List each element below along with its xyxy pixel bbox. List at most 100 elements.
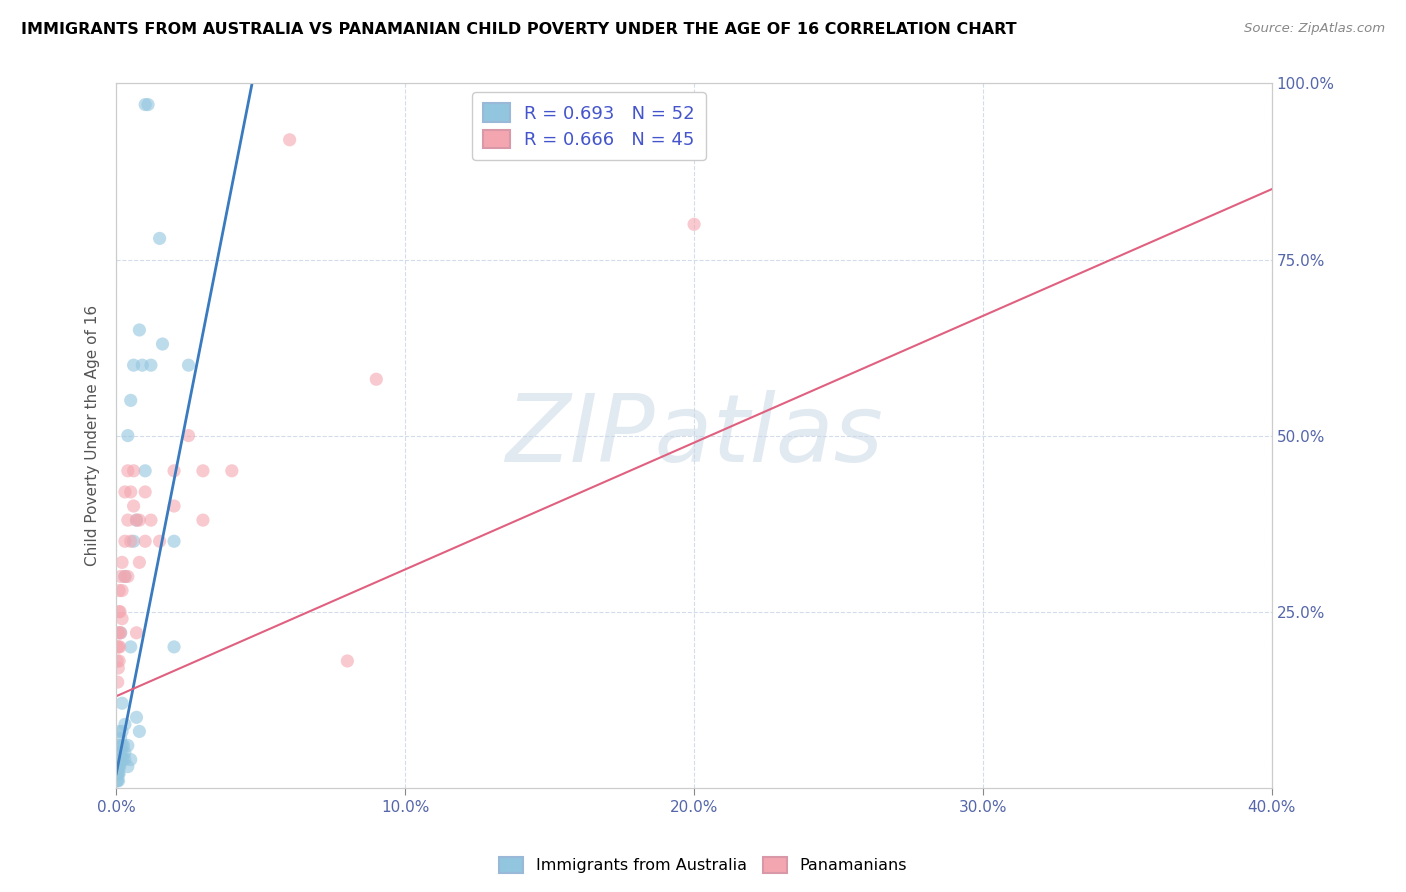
Point — [108, 739, 131, 753]
Point — [122, 534, 145, 549]
Point — [108, 759, 131, 773]
Point — [105, 766, 128, 780]
Point — [114, 753, 136, 767]
Point — [108, 753, 131, 767]
Point — [134, 464, 156, 478]
Point — [120, 485, 142, 500]
Point — [139, 513, 162, 527]
Point — [136, 97, 159, 112]
Point — [108, 625, 131, 640]
Point — [114, 534, 136, 549]
Point — [107, 625, 129, 640]
Point — [191, 513, 214, 527]
Point — [110, 569, 132, 583]
Point — [107, 640, 129, 654]
Point — [112, 739, 135, 753]
Point — [111, 746, 134, 760]
Point — [114, 717, 136, 731]
Point — [128, 513, 150, 527]
Point — [111, 724, 134, 739]
Point — [107, 661, 129, 675]
Point — [105, 773, 128, 788]
Point — [117, 428, 139, 442]
Point — [114, 485, 136, 500]
Point — [111, 739, 134, 753]
Point — [125, 710, 148, 724]
Point — [117, 739, 139, 753]
Point — [117, 569, 139, 583]
Point — [111, 612, 134, 626]
Point — [134, 534, 156, 549]
Point — [125, 513, 148, 527]
Point — [107, 640, 129, 654]
Point — [107, 746, 129, 760]
Point — [120, 534, 142, 549]
Point — [117, 464, 139, 478]
Point — [366, 372, 388, 386]
Point — [149, 231, 172, 245]
Point — [114, 569, 136, 583]
Point — [125, 513, 148, 527]
Point — [114, 746, 136, 760]
Point — [111, 753, 134, 767]
Point — [683, 217, 706, 231]
Text: Source: ZipAtlas.com: Source: ZipAtlas.com — [1244, 22, 1385, 36]
Point — [128, 724, 150, 739]
Point — [134, 485, 156, 500]
Point — [107, 773, 129, 788]
Point — [163, 464, 186, 478]
Point — [108, 759, 131, 773]
Legend: R = 0.693   N = 52, R = 0.666   N = 45: R = 0.693 N = 52, R = 0.666 N = 45 — [472, 93, 706, 160]
Point — [107, 675, 129, 690]
Point — [152, 337, 174, 351]
Point — [108, 605, 131, 619]
Point — [107, 773, 129, 788]
Point — [177, 358, 200, 372]
Point — [107, 759, 129, 773]
Point — [105, 759, 128, 773]
Point — [111, 696, 134, 710]
Point — [149, 534, 172, 549]
Point — [108, 605, 131, 619]
Point — [110, 731, 132, 746]
Point — [117, 759, 139, 773]
Point — [125, 625, 148, 640]
Point — [122, 358, 145, 372]
Y-axis label: Child Poverty Under the Age of 16: Child Poverty Under the Age of 16 — [86, 305, 100, 566]
Point — [110, 625, 132, 640]
Point — [105, 654, 128, 668]
Legend: Immigrants from Australia, Panamanians: Immigrants from Australia, Panamanians — [492, 850, 914, 880]
Point — [134, 97, 156, 112]
Point — [107, 766, 129, 780]
Point — [120, 753, 142, 767]
Point — [111, 555, 134, 569]
Point — [163, 640, 186, 654]
Point — [107, 753, 129, 767]
Point — [139, 358, 162, 372]
Point — [122, 499, 145, 513]
Point — [120, 393, 142, 408]
Point — [110, 753, 132, 767]
Point — [108, 654, 131, 668]
Point — [114, 569, 136, 583]
Point — [336, 654, 359, 668]
Text: IMMIGRANTS FROM AUSTRALIA VS PANAMANIAN CHILD POVERTY UNDER THE AGE OF 16 CORREL: IMMIGRANTS FROM AUSTRALIA VS PANAMANIAN … — [21, 22, 1017, 37]
Point — [131, 358, 153, 372]
Point — [117, 513, 139, 527]
Point — [108, 583, 131, 598]
Point — [128, 323, 150, 337]
Point — [177, 428, 200, 442]
Point — [278, 133, 301, 147]
Point — [221, 464, 243, 478]
Point — [110, 625, 132, 640]
Point — [108, 724, 131, 739]
Point — [191, 464, 214, 478]
Point — [108, 746, 131, 760]
Point — [108, 766, 131, 780]
Point — [107, 766, 129, 780]
Point — [120, 640, 142, 654]
Text: ZIPatlas: ZIPatlas — [505, 390, 883, 481]
Point — [163, 534, 186, 549]
Point — [122, 464, 145, 478]
Point — [128, 555, 150, 569]
